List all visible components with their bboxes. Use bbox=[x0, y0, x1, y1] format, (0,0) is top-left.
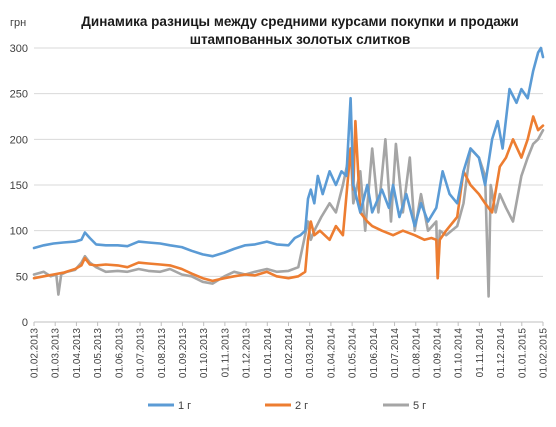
x-tick-label: 01.02.2013 bbox=[30, 328, 41, 378]
x-tick-label: 01.03.2014 bbox=[305, 328, 316, 378]
x-tick-label: 01.09.2014 bbox=[432, 328, 443, 378]
x-tick-label: 01.03.2013 bbox=[51, 328, 62, 378]
axes: 0 50 100 150 200 250 300 01.02.2013 01.03.2013 01… bbox=[10, 43, 550, 378]
y-tick-label: 100 bbox=[10, 226, 28, 238]
x-tick-label: 01.10.2013 bbox=[199, 328, 210, 378]
x-tick-label: 01.09.2013 bbox=[178, 328, 189, 378]
legend-label-2: 2 г bbox=[295, 400, 308, 412]
x-tick-label: 01.02.2014 bbox=[284, 328, 295, 378]
x-tick-label: 01.11.2014 bbox=[475, 328, 486, 378]
x-tick-label: 01.08.2013 bbox=[157, 328, 168, 378]
chart-title-line-1: Динамика разницы между средними курсами … bbox=[81, 14, 518, 29]
y-tick-label: 0 bbox=[22, 317, 28, 329]
legend-label-1: 1 г bbox=[178, 400, 191, 412]
x-tick-label: 01.04.2013 bbox=[72, 328, 83, 378]
y-tick-label: 200 bbox=[10, 134, 28, 146]
x-tick-label: 01.11.2013 bbox=[220, 328, 231, 378]
x-tick-label: 01.04.2014 bbox=[326, 328, 337, 378]
x-tick-label: 01.07.2013 bbox=[136, 328, 147, 378]
series-line-3 bbox=[32, 128, 545, 298]
series-lines bbox=[32, 46, 545, 298]
gridlines bbox=[34, 47, 543, 277]
y-tick-label: 50 bbox=[16, 271, 28, 283]
x-tick-label: 01.02.2015 bbox=[539, 328, 550, 378]
x-tick-label: 01.06.2013 bbox=[114, 328, 125, 378]
x-tick-label: 01.12.2013 bbox=[242, 328, 253, 378]
chart-title-line-2: штампованных золотых слитков bbox=[190, 32, 411, 47]
y-tick-label: 250 bbox=[10, 89, 28, 101]
x-tick-label: 01.05.2014 bbox=[348, 328, 359, 378]
y-tick-label: 300 bbox=[10, 43, 28, 55]
y-axis-unit-label: грн bbox=[10, 17, 26, 29]
x-tick-label: 01.05.2013 bbox=[93, 328, 104, 378]
x-tick-label: 01.12.2014 bbox=[496, 328, 507, 378]
y-tick-label: 150 bbox=[10, 180, 28, 192]
series-line-1 bbox=[32, 46, 545, 258]
x-tick-label: 01.01.2014 bbox=[263, 328, 274, 378]
x-tick-label: 01.10.2014 bbox=[454, 328, 465, 378]
x-tick-label: 01.07.2014 bbox=[390, 328, 401, 378]
x-tick-label: 01.01.2015 bbox=[517, 328, 528, 378]
x-tick-label: 01.06.2014 bbox=[369, 328, 380, 378]
legend-label-3: 5 г bbox=[413, 400, 426, 412]
legend: 1 г 2 г 5 г bbox=[148, 400, 426, 412]
series-line-2 bbox=[32, 115, 545, 283]
x-tick-label: 01.08.2014 bbox=[411, 328, 422, 378]
